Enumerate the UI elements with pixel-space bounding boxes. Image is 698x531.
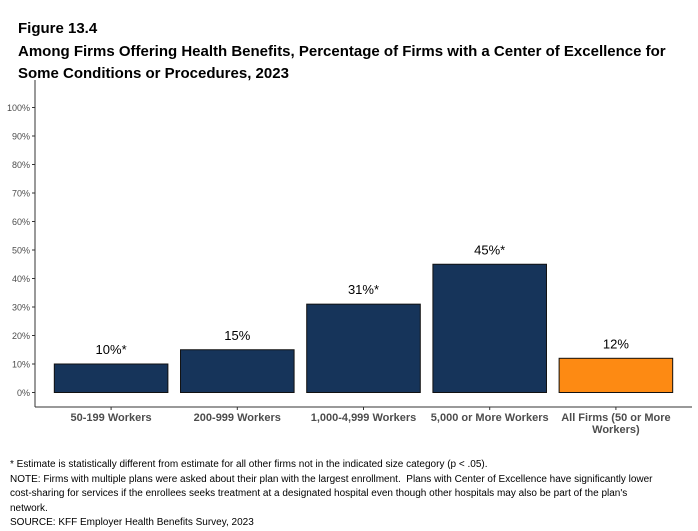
bar (306, 303, 421, 393)
y-tick-label: 10% (12, 360, 30, 370)
asterisk-note: * Estimate is statistically different fr… (10, 459, 488, 470)
note-line: network. (10, 502, 48, 514)
note-line: cost-sharing for services if the enrolle… (10, 488, 628, 499)
data-label: 15% (224, 328, 250, 343)
bar (432, 263, 547, 393)
footer-notes: * Estimate is statistically different fr… (10, 458, 690, 531)
y-tick-label: 40% (12, 274, 30, 284)
data-label: 31%* (348, 282, 379, 297)
y-tick-label: 50% (12, 246, 30, 256)
bar (180, 349, 295, 393)
x-tick-label: 200-999 Workers (194, 412, 281, 424)
source-note: SOURCE: KFF Employer Health Benefits Sur… (10, 517, 254, 528)
data-label: 12% (603, 336, 629, 351)
y-tick-label: 0% (17, 388, 30, 398)
figure-label: Figure 13.4 (18, 20, 98, 37)
bars: 10%* 15% 31%* 45%* 12% (53, 242, 674, 393)
data-label: 10%* (96, 342, 127, 357)
bar (558, 357, 674, 393)
y-axis: 0% 10% 20% 30% 40% 50% 60% 70% 80% 90% 100% (7, 80, 36, 407)
y-tick-label: 70% (12, 189, 30, 199)
y-tick-label: 80% (12, 160, 30, 170)
y-tick-label: 100% (7, 103, 30, 113)
x-tick-label: All Firms (50 or More (561, 412, 670, 424)
x-tick-label: 50-199 Workers (71, 412, 152, 424)
x-axis: 50-199 Workers 200-999 Workers 1,000-4,999… (35, 406, 692, 436)
x-tick-label: 1,000-4,999 Workers (311, 412, 417, 424)
chart-title: Among Firms Offering Health Benefits, Pe… (18, 43, 666, 82)
note-line: NOTE: Firms with multiple plans were ask… (10, 473, 653, 485)
y-tick-label: 30% (12, 303, 30, 313)
y-tick-label: 60% (12, 217, 30, 227)
x-tick-label: Workers) (592, 424, 640, 436)
data-label: 45%* (474, 242, 505, 257)
y-tick-label: 90% (12, 132, 30, 142)
x-tick-label: 5,000 or More Workers (431, 412, 549, 424)
bar (53, 363, 169, 393)
y-tick-label: 20% (12, 331, 30, 341)
